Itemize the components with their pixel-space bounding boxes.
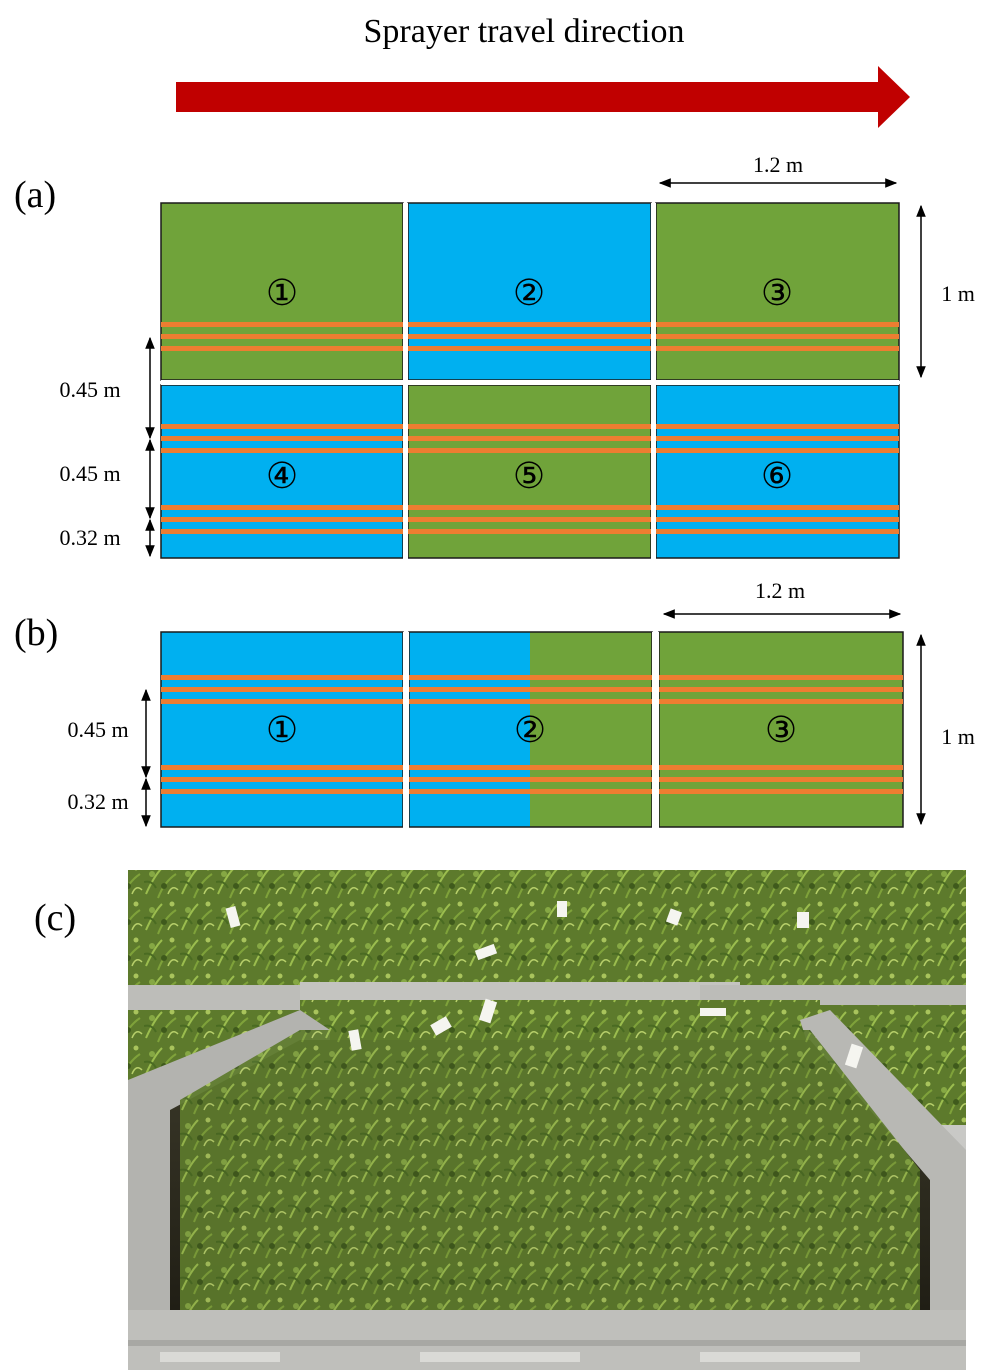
- row-spacing-label-a-1: 0.45 m: [59, 377, 120, 402]
- plot-a-5-number: ⑤: [513, 456, 545, 496]
- row-spacing-label-a-3: 0.32 m: [59, 525, 120, 550]
- panel-c-label: (c): [34, 897, 76, 939]
- height-label-b: 1 m: [941, 724, 975, 749]
- plot-a-3-number: ③: [761, 273, 793, 313]
- panel-b: ① ② ③ 1.2 m 1 m 0.45 m 0.32 m: [67, 578, 975, 828]
- crop-rows-a: [161, 322, 899, 534]
- row-spacing-label-b-2: 0.32 m: [67, 789, 128, 814]
- plot-a-1-number: ①: [266, 273, 298, 313]
- crop-rows-b: [161, 675, 903, 794]
- height-label-a: 1 m: [941, 281, 975, 306]
- plot-a-4-number: ④: [266, 456, 298, 496]
- plot-b-1: [160, 631, 404, 828]
- plot-a-2-number: ②: [513, 273, 545, 313]
- row-spacing-label-a-2: 0.45 m: [59, 461, 120, 486]
- row-spacing-label-b-1: 0.45 m: [67, 717, 128, 742]
- travel-direction-arrow: [176, 66, 910, 128]
- plot-b-3: [658, 631, 904, 828]
- panel-a: ① ② ③ ④ ⑤ ⑥ 1.2 m 1 m 0.45 m 0.45 m 0.32…: [59, 152, 975, 559]
- panel-b-label: (b): [14, 612, 58, 654]
- width-label-a: 1.2 m: [753, 152, 803, 177]
- carrot-crate-photo: [128, 870, 966, 1370]
- figure-title: Sprayer travel direction: [364, 13, 685, 50]
- panel-a-label: (a): [14, 174, 56, 216]
- plot-b-2: [408, 631, 653, 828]
- plot-b-3-number: ③: [765, 710, 797, 750]
- plot-b-1-number: ①: [266, 710, 298, 750]
- plot-a-6-number: ⑥: [761, 456, 793, 496]
- plot-b-2-number: ②: [514, 710, 546, 750]
- width-label-b: 1.2 m: [755, 578, 805, 603]
